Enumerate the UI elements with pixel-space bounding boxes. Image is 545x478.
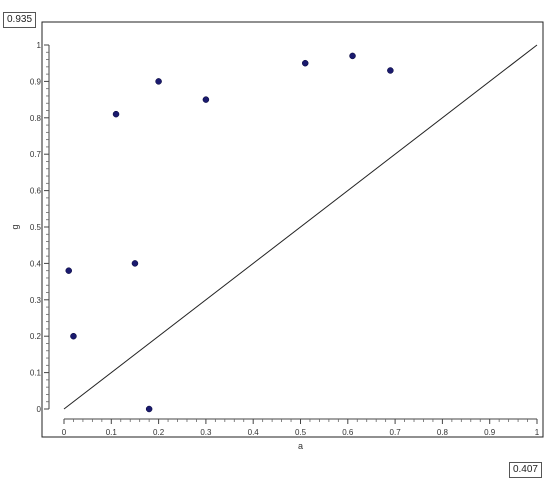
x-tick-label: 0.1 bbox=[106, 428, 118, 437]
y-tick-label: 0.2 bbox=[30, 332, 42, 341]
x-tick-label: 0.5 bbox=[295, 428, 307, 437]
y-tick-label: 1 bbox=[37, 41, 42, 50]
axes: 0 0.1 0.2 0.3 0.4 0.5 0.6 0.7 0.8 0.9 1 0 0.1 0.2 0.3 0… bbox=[30, 41, 540, 437]
x-tick-label: 0.9 bbox=[484, 428, 496, 437]
y-tick-label: 0.9 bbox=[30, 77, 42, 86]
data-points bbox=[65, 52, 394, 413]
x-tick-label: 0.3 bbox=[200, 428, 212, 437]
x-axis-title: a bbox=[298, 441, 303, 451]
scatter-point bbox=[349, 52, 356, 60]
x-tick-label: 0.8 bbox=[437, 428, 449, 437]
x-tick-label: 0.6 bbox=[342, 428, 354, 437]
scatter-point bbox=[202, 96, 210, 103]
scatter-point bbox=[131, 260, 139, 267]
scatter-point bbox=[112, 110, 120, 118]
readout-bottom-right: 0.407 bbox=[508, 462, 542, 478]
x-tick-label: 0.7 bbox=[390, 428, 402, 437]
reference-line bbox=[63, 44, 538, 410]
scatter-point bbox=[145, 405, 153, 413]
y-tick-label: 0.7 bbox=[30, 150, 42, 159]
scatter-point bbox=[65, 267, 72, 274]
x-tick-label: 0 bbox=[62, 428, 67, 437]
scatter-point bbox=[70, 332, 77, 340]
plot-area bbox=[41, 21, 544, 438]
scatter-point bbox=[301, 59, 309, 67]
y-tick-label: 0.6 bbox=[30, 187, 42, 196]
x-tick-label: 1 bbox=[535, 428, 540, 437]
readout-top-left: 0.935 bbox=[3, 12, 37, 28]
y-tick-label: 0.5 bbox=[30, 223, 42, 232]
scatter-point bbox=[155, 78, 162, 85]
x-tick-label: 0.4 bbox=[248, 428, 260, 437]
reference-line-group bbox=[63, 44, 538, 410]
y-axis-title: g bbox=[10, 224, 20, 229]
y-tick-label: 0.4 bbox=[30, 259, 42, 268]
scatter-point bbox=[387, 67, 394, 74]
x-tick-label: 0.2 bbox=[153, 428, 165, 437]
y-tick-label: 0.3 bbox=[30, 296, 42, 305]
y-tick-label: 0.8 bbox=[30, 114, 42, 123]
y-tick-label: 0.1 bbox=[30, 369, 42, 378]
y-tick-label: 0 bbox=[37, 405, 42, 414]
